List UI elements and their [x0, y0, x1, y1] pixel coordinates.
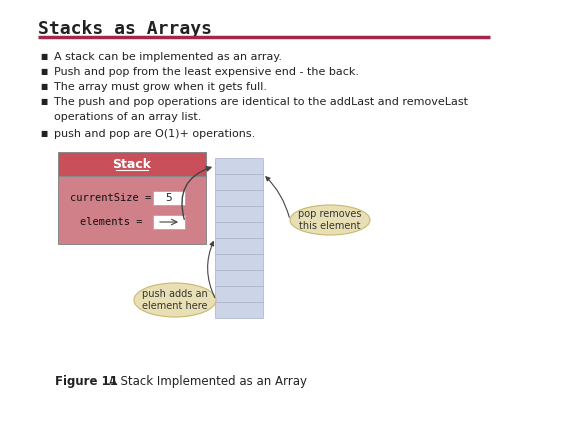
- Bar: [215, 238, 263, 254]
- Text: A Stack Implemented as an Array: A Stack Implemented as an Array: [105, 375, 307, 388]
- Text: ■: ■: [40, 97, 47, 106]
- Bar: [215, 190, 263, 206]
- Bar: [215, 302, 263, 318]
- Text: ■: ■: [40, 52, 47, 61]
- Text: elements =: elements =: [80, 217, 142, 227]
- Bar: [215, 254, 263, 270]
- Bar: [153, 191, 185, 205]
- Bar: [215, 174, 263, 190]
- Bar: [58, 176, 206, 244]
- Text: push adds an
element here: push adds an element here: [142, 289, 208, 311]
- Bar: [215, 206, 263, 222]
- FancyArrowPatch shape: [182, 167, 211, 219]
- Text: Push and pop from the least expensive end - the back.: Push and pop from the least expensive en…: [54, 67, 359, 77]
- Text: push and pop are O(1)+ operations.: push and pop are O(1)+ operations.: [54, 129, 255, 139]
- Bar: [215, 270, 263, 286]
- Text: operations of an array list.: operations of an array list.: [54, 112, 202, 122]
- Text: ■: ■: [40, 129, 47, 138]
- Text: A stack can be implemented as an array.: A stack can be implemented as an array.: [54, 52, 282, 62]
- Text: currentSize =: currentSize =: [70, 193, 151, 203]
- FancyArrowPatch shape: [266, 177, 289, 217]
- Text: The array must grow when it gets full.: The array must grow when it gets full.: [54, 82, 267, 92]
- FancyArrowPatch shape: [207, 241, 215, 298]
- Bar: [215, 222, 263, 238]
- Text: The push and pop operations are identical to the addLast and removeLast: The push and pop operations are identica…: [54, 97, 468, 107]
- Bar: [153, 215, 185, 229]
- Bar: [215, 286, 263, 302]
- Text: ■: ■: [40, 67, 47, 76]
- Ellipse shape: [290, 205, 370, 235]
- Text: Stacks as Arrays: Stacks as Arrays: [38, 20, 212, 38]
- Text: Stack: Stack: [112, 158, 151, 171]
- Text: pop removes
this element: pop removes this element: [298, 209, 362, 231]
- Ellipse shape: [134, 283, 216, 317]
- Text: Figure 11: Figure 11: [55, 375, 118, 388]
- Text: ■: ■: [40, 82, 47, 91]
- Bar: [58, 152, 206, 176]
- Bar: [215, 158, 263, 174]
- Text: 5: 5: [166, 193, 172, 203]
